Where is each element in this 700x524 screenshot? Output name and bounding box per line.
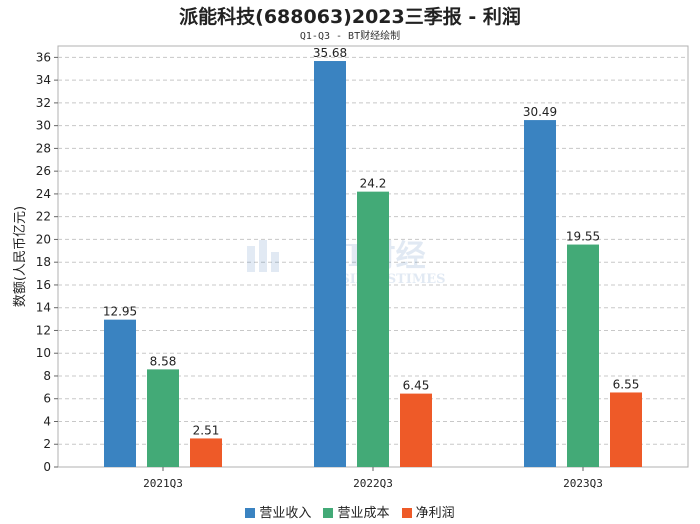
data-label: 2.51 <box>193 423 220 437</box>
legend-swatch-cost <box>323 508 334 518</box>
y-tick-label: 20 <box>36 232 51 246</box>
legend-label-revenue: 营业收入 <box>259 506 312 521</box>
legend-label-net-profit: 净利润 <box>415 506 455 521</box>
y-tick-label: 28 <box>36 141 51 155</box>
bar <box>567 244 599 467</box>
bar <box>147 369 179 467</box>
data-label: 12.95 <box>103 305 137 319</box>
legend-item-revenue[interactable]: 营业收入 <box>245 502 311 521</box>
bar <box>314 61 346 467</box>
legend-item-net-profit[interactable]: 净利润 <box>401 502 455 521</box>
bar <box>400 393 432 467</box>
x-tick-label: 2022Q3 <box>353 477 393 490</box>
y-tick-label: 30 <box>36 119 51 133</box>
data-label: 30.49 <box>523 105 557 119</box>
x-tick-label: 2021Q3 <box>143 477 183 490</box>
y-tick-label: 16 <box>36 278 51 292</box>
data-label: 8.58 <box>150 354 177 368</box>
legend-swatch-net-profit <box>401 508 412 518</box>
chart-subtitle: Q1-Q3 - BT财经绘制 <box>299 31 401 42</box>
chart-title: 派能科技(688063)2023三季报 - 利润 <box>179 6 521 28</box>
y-tick-label: 14 <box>36 301 51 315</box>
x-tick-label: 2023Q3 <box>563 477 603 490</box>
y-tick-label: 36 <box>36 50 51 64</box>
legend-item-cost[interactable]: 营业成本 <box>323 502 390 521</box>
data-label: 24.2 <box>360 177 387 191</box>
legend-swatch-revenue <box>245 508 256 518</box>
legend-label-cost: 营业成本 <box>337 506 390 521</box>
y-tick-label: 6 <box>43 392 51 406</box>
watermark-mark <box>247 246 255 272</box>
watermark-mark <box>259 240 267 272</box>
y-tick-label: 24 <box>36 187 51 201</box>
y-tick-label: 32 <box>36 96 51 110</box>
y-tick-label: 2 <box>43 437 51 451</box>
data-label: 35.68 <box>313 46 347 60</box>
y-tick-label: 26 <box>36 164 51 178</box>
bar <box>357 191 389 467</box>
y-tick-label: 12 <box>36 323 51 337</box>
data-label: 6.45 <box>403 379 430 393</box>
bar <box>190 438 222 467</box>
y-axis-title: 数额(人民币亿元) <box>13 206 28 307</box>
y-tick-label: 10 <box>36 346 51 360</box>
y-tick-label: 4 <box>43 414 51 428</box>
watermark-mark <box>271 252 279 272</box>
bar <box>104 319 136 467</box>
y-tick-label: 22 <box>36 210 51 224</box>
y-tick-label: 34 <box>36 73 51 87</box>
y-tick-label: 18 <box>36 255 51 269</box>
chart-legend: 营业收入 营业成本 净利润 <box>0 502 700 521</box>
data-label: 19.55 <box>566 230 600 244</box>
y-tick-label: 0 <box>43 460 51 474</box>
y-tick-label: 8 <box>43 369 51 383</box>
bar <box>610 392 642 467</box>
bar <box>524 120 556 467</box>
data-label: 6.55 <box>613 377 640 391</box>
